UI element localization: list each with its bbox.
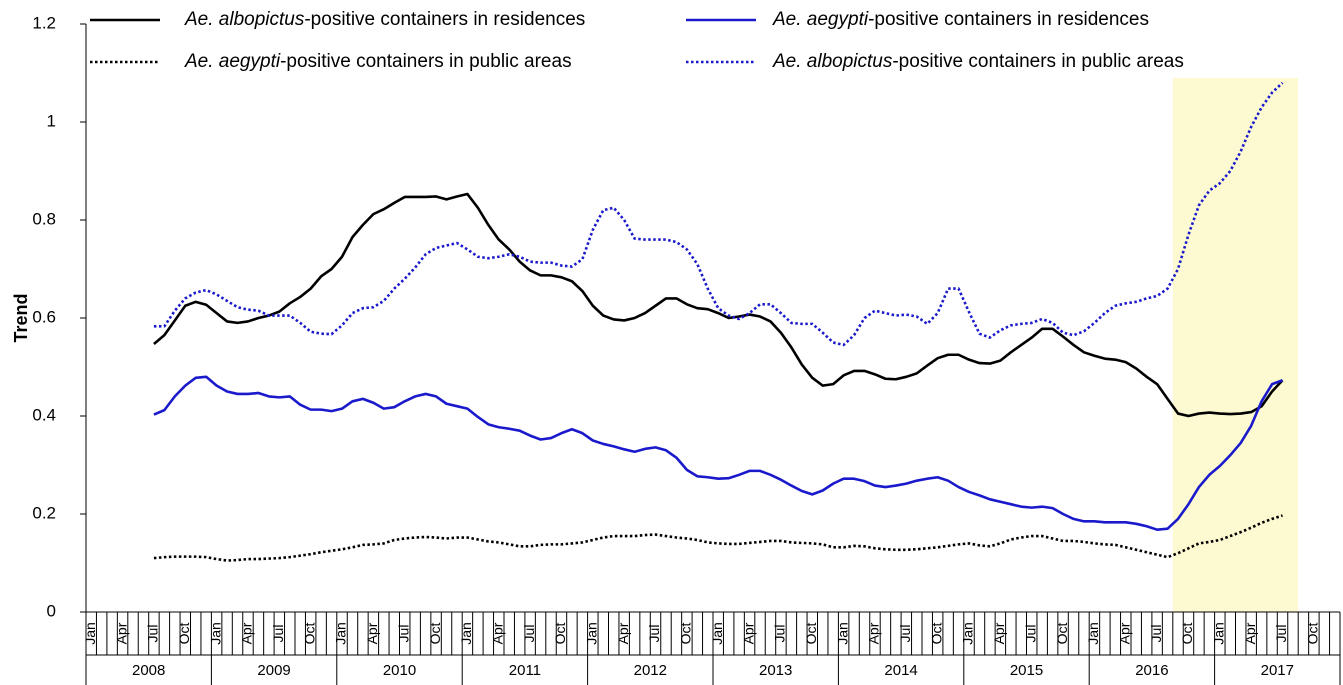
year-label: 2017 [1261,662,1294,679]
x-tick-label: Oct [1179,623,1195,645]
y-tick-label: 0.6 [32,307,56,326]
x-tick-label: Apr [113,622,129,644]
x-tick-label: Jan [584,622,600,645]
x-tick-label: Apr [239,622,255,644]
y-axis-label: Trend [11,293,31,342]
x-tick-label: Jul [395,625,411,643]
x-tick-label: Apr [1116,622,1132,644]
x-tick-label: Oct [1054,623,1070,645]
x-tick-label: Jan [82,622,98,645]
y-tick-label: 0.2 [32,503,56,522]
x-tick-label: Apr [991,622,1007,644]
y-tick-label: 1.2 [32,13,56,32]
x-tick-label: Apr [1242,622,1258,644]
y-tick-label: 1 [47,111,56,130]
x-tick-label: Jan [709,622,725,645]
legend-label: Ae. albopictus-positive containers in re… [184,9,585,30]
year-label: 2009 [257,662,290,679]
x-tick-label: Jul [646,625,662,643]
highlight-region [1172,77,1299,612]
year-label: 2012 [634,662,667,679]
x-tick-label: Apr [740,622,756,644]
year-label: 2014 [884,662,917,679]
series-line [153,192,1284,418]
x-tick-label: Oct [427,623,443,645]
legend-label: Ae. aegypti-positive containers in publi… [184,51,572,72]
x-tick-label: Jan [207,622,223,645]
x-tick-label: Jul [897,625,913,643]
x-tick-label: Jan [458,622,474,645]
x-tick-label: Oct [301,623,317,645]
x-tick-label: Jul [145,625,161,643]
x-tick-label: Oct [176,623,192,645]
x-tick-label: Jul [1148,625,1164,643]
x-tick-label: Oct [678,623,694,645]
x-tick-label: Jul [270,625,286,643]
year-label: 2016 [1135,662,1168,679]
year-label: 2015 [1010,662,1043,679]
series-line [153,375,1283,531]
x-tick-label: Apr [866,622,882,644]
x-tick-label: Jul [1022,625,1038,643]
legend-label: Ae. aegypti-positive containers in resid… [772,9,1149,30]
year-label: 2011 [509,662,541,679]
x-tick-label: Apr [364,622,380,644]
y-tick-label: 0 [47,601,56,620]
x-tick-label: Oct [803,623,819,645]
series-line [153,81,1284,347]
x-tick-label: Jul [1273,625,1289,643]
y-tick-label: 0.4 [32,405,56,424]
x-tick-label: Jan [333,622,349,645]
x-tick-label: Jul [772,625,788,643]
x-tick-label: Oct [1305,623,1321,645]
x-tick-label: Apr [489,622,505,644]
x-tick-label: Jan [960,622,976,645]
y-tick-label: 0.8 [32,209,56,228]
x-tick-label: Oct [928,623,944,645]
x-tick-label: Jan [1211,622,1227,645]
x-tick-label: Jan [1085,622,1101,645]
x-tick-label: Apr [615,622,631,644]
year-label: 2010 [383,662,416,679]
legend-label: Ae. albopictus-positive containers in pu… [772,51,1184,72]
year-label: 2013 [759,662,792,679]
year-label: 2008 [132,662,165,679]
x-tick-label: Jan [834,622,850,645]
x-tick-label: Oct [552,623,568,645]
x-tick-label: Jul [521,625,537,643]
